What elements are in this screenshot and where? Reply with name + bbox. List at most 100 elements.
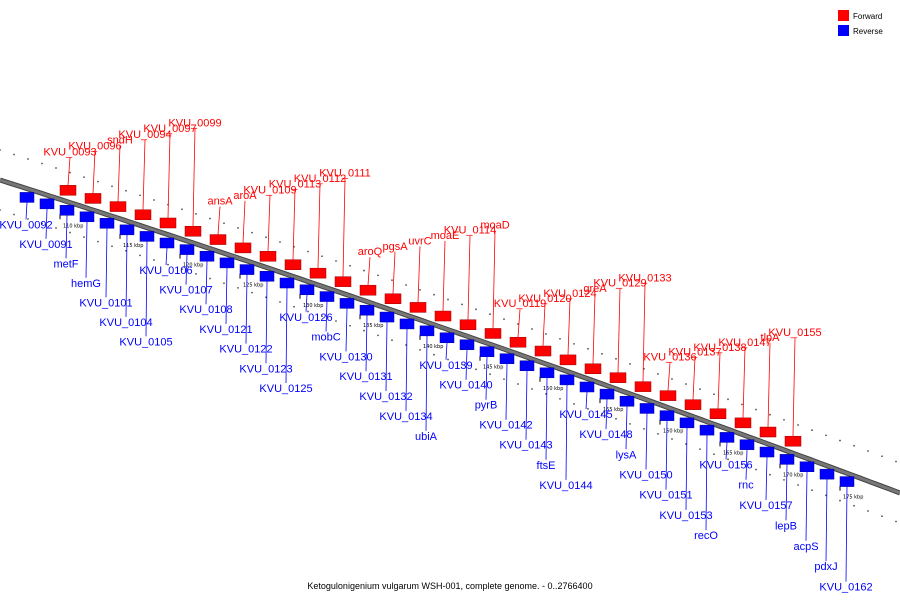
track-dot-upper (503, 318, 505, 321)
track-dot-lower (559, 397, 561, 400)
track-dot-upper (629, 362, 631, 365)
reverse-leader (245, 274, 248, 344)
map-caption: Ketogulonigenium vulgarum WSH-001, compl… (307, 581, 592, 591)
track-dot-upper (321, 255, 323, 258)
track-dot-lower (69, 231, 71, 234)
reverse-gene-label: KVU_0156 (699, 459, 752, 471)
forward-gene-label: KVU_0112 (294, 173, 346, 185)
forward-leader (567, 298, 571, 355)
reverse-leader (665, 420, 668, 490)
reverse-leader (365, 315, 368, 372)
track-dot-upper (41, 162, 43, 165)
forward-gene-block (84, 193, 102, 204)
tick-label: 165 kbp (723, 450, 743, 456)
track-dot-lower (839, 499, 841, 502)
forward-gene-block (159, 217, 177, 229)
forward-leader (292, 189, 296, 260)
track-dot-lower (27, 218, 29, 220)
reverse-leader (325, 301, 328, 332)
reverse-leader (745, 449, 748, 480)
reverse-leader (345, 308, 348, 352)
tick-label: 135 kbp (363, 323, 383, 329)
reverse-gene-block (719, 432, 735, 443)
reverse-gene-block (379, 311, 395, 323)
reverse-leader (565, 384, 568, 480)
track-dot-lower (797, 484, 799, 486)
forward-leader (142, 139, 146, 210)
forward-leader (542, 304, 546, 347)
reverse-gene-label: KVU_0125 (259, 383, 312, 395)
reverse-gene-block (699, 424, 715, 436)
reverse-leader (825, 479, 828, 562)
reverse-gene-label: rnc (738, 480, 754, 492)
reverse-gene-block (579, 381, 595, 393)
reverse-gene-block (519, 360, 535, 371)
reverse-gene-label: KVU_0162 (819, 582, 872, 594)
legend-reverse-label: Reverse (853, 27, 883, 36)
forward-leader (267, 195, 271, 252)
track-dot-upper (307, 250, 309, 253)
track-dot-lower (867, 510, 869, 512)
forward-gene-label: pgsA (382, 241, 408, 253)
track-dot-upper (419, 288, 421, 291)
reverse-gene-block (239, 264, 255, 275)
forward-gene-block (234, 242, 252, 254)
reverse-leader (545, 377, 548, 460)
reverse-leader (125, 234, 128, 317)
reverse-gene-label: KVU_0142 (479, 420, 532, 432)
reverse-gene-label: KVU_0139 (419, 360, 472, 372)
forward-leader (342, 178, 346, 277)
reverse-leader (185, 254, 188, 285)
reverse-gene-block (39, 198, 55, 210)
forward-gene-block (559, 354, 577, 366)
track-dot-lower (349, 324, 351, 327)
track-dot-upper (671, 378, 673, 380)
forward-leader (167, 133, 171, 218)
reverse-gene-block (799, 461, 815, 473)
track-dot-lower (41, 222, 43, 225)
reverse-gene-block (299, 284, 315, 296)
forward-gene-label: KVU_0124 (543, 288, 596, 300)
track-dot-lower (615, 417, 617, 420)
track-dot-upper (895, 460, 897, 463)
forward-gene-label: KVU_0137 (668, 347, 721, 359)
reverse-gene-label: hemG (71, 278, 101, 290)
reverse-gene-block (399, 318, 415, 330)
track-dot-lower (629, 422, 631, 425)
reverse-gene-label: KVU_0140 (439, 380, 492, 392)
reverse-leader (685, 427, 688, 510)
forward-gene-block (759, 426, 777, 438)
reverse-gene-label: KVU_0108 (179, 304, 232, 316)
track-dot-upper (657, 373, 659, 375)
track-dot-upper (447, 298, 449, 301)
reverse-gene-block (819, 468, 835, 480)
reverse-leader (165, 247, 168, 266)
reverse-gene-label: KVU_0107 (159, 285, 212, 297)
track-dot-lower (517, 383, 519, 385)
forward-gene-label: greA (583, 283, 607, 295)
reverse-gene-label: KVU_0122 (219, 344, 272, 356)
forward-gene-label: KVU_0147 (718, 337, 771, 349)
track-dot-upper (97, 180, 99, 183)
track-dot-lower (83, 236, 85, 238)
reverse-gene-block (99, 218, 115, 229)
forward-gene-block (409, 302, 427, 313)
track-dot-upper (181, 208, 183, 211)
forward-gene-block (109, 201, 127, 212)
reverse-leader (625, 406, 628, 450)
reverse-leader (105, 228, 108, 298)
legend-forward-swatch (838, 10, 849, 21)
track-dot-upper (209, 217, 211, 220)
tick-label: 130 kbp (303, 303, 323, 309)
track-dot-upper (545, 333, 547, 335)
reverse-gene-block (199, 250, 215, 262)
reverse-gene-block (539, 367, 555, 379)
reverse-gene-block (439, 332, 455, 344)
forward-gene-label: KVU_0133 (618, 273, 671, 285)
forward-gene-label: KVU_0111 (319, 168, 371, 180)
reverse-leader (25, 202, 28, 220)
track-dot-lower (223, 282, 225, 285)
reverse-leader (225, 267, 228, 324)
track-dot-lower (475, 368, 477, 371)
